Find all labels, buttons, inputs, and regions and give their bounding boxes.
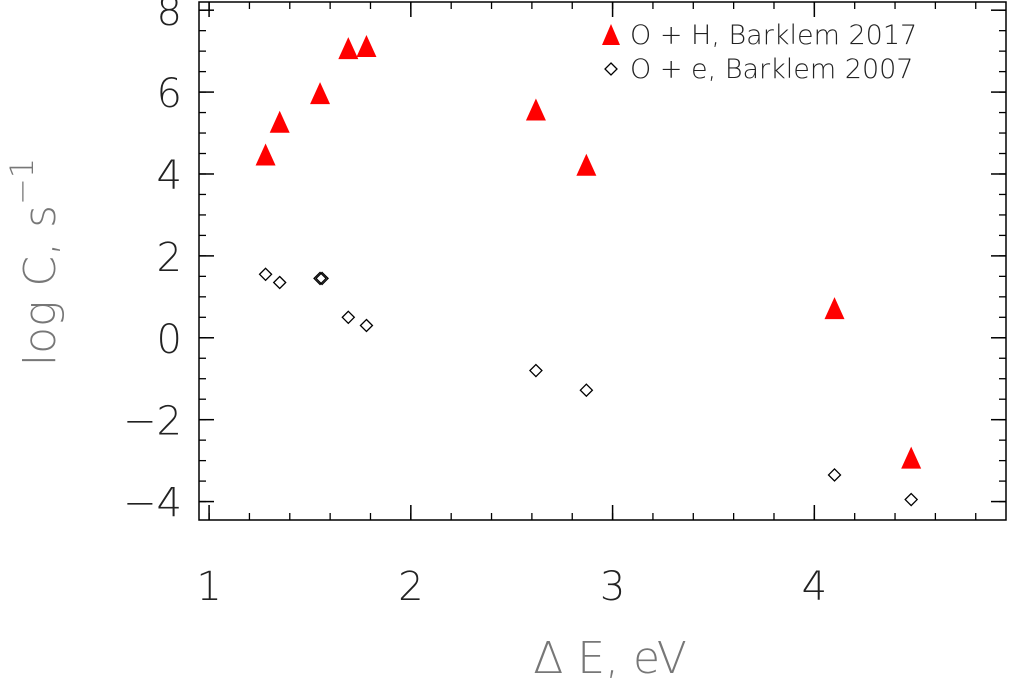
- oh-triangle-marker: [356, 35, 377, 58]
- plot-frame: [198, 1, 1007, 521]
- legend-item-o-e: O + e, Barklem 2007: [604, 54, 914, 85]
- y-tick-label: 6: [157, 71, 182, 117]
- oh-triangle-marker: [824, 297, 845, 320]
- oe-diamond-marker: [258, 267, 273, 282]
- y-axis-title-group: log C, s−1: [3, 158, 66, 366]
- axis-ticks: [199, 2, 1006, 520]
- oe-diamond-marker: [341, 310, 356, 325]
- oh-triangle-marker: [269, 110, 290, 133]
- oe-diamond-marker: [313, 271, 327, 286]
- legend-item-o-h: O + H, Barklem 2017: [602, 20, 917, 51]
- legend: O + H, Barklem 2017 O + e, Barklem 2007: [602, 20, 917, 85]
- y-tick-label: −4: [123, 481, 182, 527]
- oe-diamond-marker: [272, 275, 287, 290]
- legend-diamond-icon: [604, 62, 618, 76]
- y-axis-title: log C, s−1: [3, 158, 66, 366]
- y-tick-label: 8: [157, 0, 182, 35]
- oh-triangle-marker: [576, 153, 597, 176]
- legend-label-o-h: O + H, Barklem 2017: [630, 20, 917, 51]
- oe-diamond-marker: [315, 271, 329, 286]
- oe-diamond-marker: [359, 318, 374, 333]
- y-tick-label: 2: [157, 235, 182, 281]
- legend-triangle-icon: [602, 24, 620, 45]
- oh-triangle-marker: [525, 98, 546, 121]
- data-markers: [255, 35, 922, 507]
- x-tick-label: 3: [600, 564, 625, 610]
- x-axis-title: Δ E, eV: [533, 633, 687, 681]
- oe-diamond-marker: [529, 363, 543, 378]
- oe-diamond-marker: [904, 492, 919, 507]
- y-tick-label: 4: [157, 153, 182, 199]
- y-tick-label: −2: [123, 399, 182, 445]
- tick-labels: 1 2 3 4 −4 −2 0 2 4 6 8: [123, 0, 827, 610]
- oh-triangle-marker: [255, 143, 276, 166]
- legend-label-o-e: O + e, Barklem 2007: [630, 54, 914, 85]
- x-tick-label: 1: [196, 564, 221, 610]
- y-tick-label: 0: [157, 317, 182, 363]
- oh-triangle-marker: [338, 37, 359, 60]
- x-tick-label: 2: [398, 564, 423, 610]
- oh-triangle-marker: [901, 446, 922, 469]
- oe-diamond-marker: [827, 468, 842, 482]
- x-tick-label: 4: [802, 564, 827, 610]
- oh-triangle-marker: [310, 82, 331, 105]
- oe-diamond-marker: [579, 383, 594, 398]
